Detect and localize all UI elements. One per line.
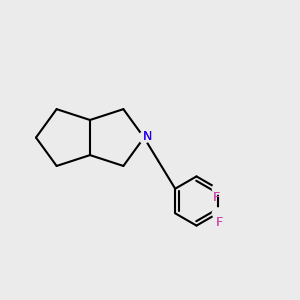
Text: F: F xyxy=(216,216,223,229)
Circle shape xyxy=(212,208,223,219)
Text: F: F xyxy=(216,216,223,229)
Text: F: F xyxy=(213,191,220,204)
Text: N: N xyxy=(143,130,153,142)
Text: F: F xyxy=(213,191,220,204)
Circle shape xyxy=(212,183,223,194)
Circle shape xyxy=(139,132,149,143)
Text: N: N xyxy=(143,130,153,142)
